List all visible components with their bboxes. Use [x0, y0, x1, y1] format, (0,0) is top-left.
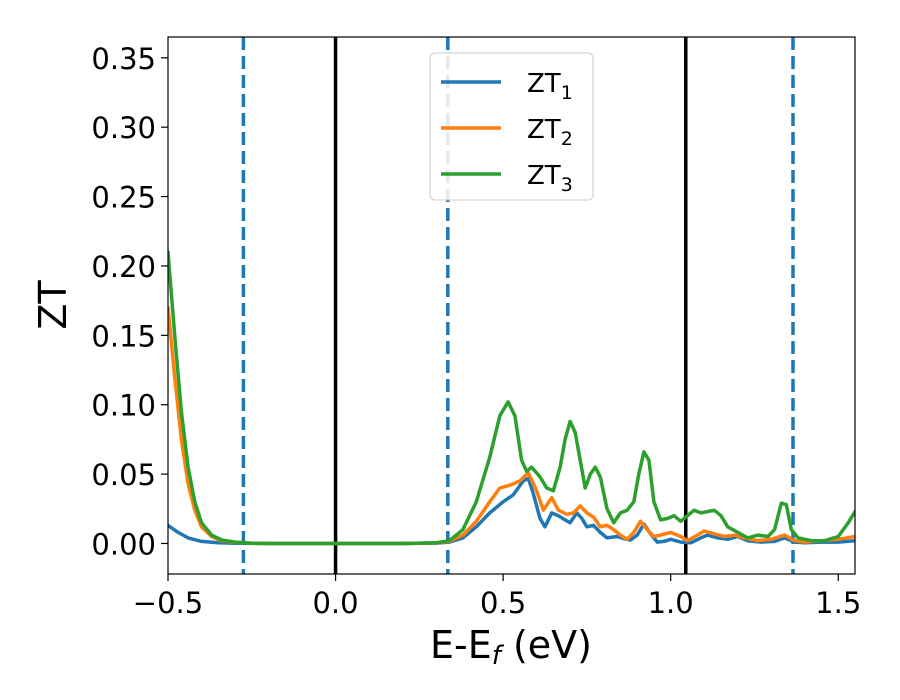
x-tick-label: 1.5 [815, 586, 861, 620]
y-tick-label: 0.05 [91, 458, 156, 492]
x-tick-label: 0.0 [312, 586, 358, 620]
y-tick-label: 0.25 [91, 181, 156, 215]
y-tick-label: 0.00 [91, 527, 156, 561]
x-axis-label: E-Ef (eV) [430, 623, 592, 671]
x-axis-ticks: −0.5 0.0 0.5 1.0 1.5 [133, 574, 861, 620]
x-tick-label: 0.5 [480, 586, 526, 620]
y-tick-label: 0.10 [91, 389, 156, 423]
legend-label-zt2: ZT2 [527, 115, 573, 150]
series-lines [168, 250, 855, 546]
plot-frame [167, 36, 856, 575]
series-line-zt3 [168, 250, 855, 546]
legend-frame [429, 52, 594, 201]
legend: ZT1 ZT2 ZT3 [429, 52, 594, 201]
y-tick-label: 0.35 [91, 42, 156, 76]
vertical-reference-lines [241, 37, 795, 574]
y-tick-label: 0.30 [91, 111, 156, 145]
y-tick-label: 0.20 [91, 250, 156, 284]
y-axis-ticks: 0.00 0.05 0.10 0.15 0.20 0.25 0.30 0.35 [91, 42, 168, 561]
legend-label-zt3: ZT3 [527, 161, 573, 196]
legend-label-zt1: ZT1 [527, 69, 573, 104]
x-tick-label: 1.0 [648, 586, 694, 620]
x-tick-label: −0.5 [133, 586, 203, 620]
y-axis-label: ZT [31, 280, 75, 330]
y-tick-label: 0.15 [91, 319, 156, 353]
